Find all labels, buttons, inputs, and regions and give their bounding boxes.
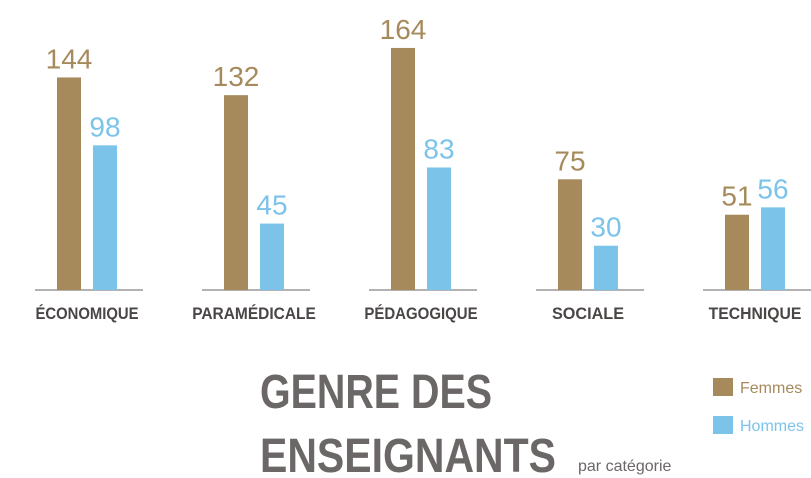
- chart-title: ENSEIGNANTS: [260, 430, 556, 478]
- value-label: 30: [590, 212, 621, 243]
- value-label: 51: [721, 181, 752, 212]
- legend-label: Hommes: [740, 418, 804, 435]
- x-tick-label: ÉCONOMIQUE: [36, 304, 139, 323]
- chart-subtitle: par catégorie: [578, 458, 671, 475]
- bar: [725, 214, 749, 290]
- legend-label: Femmes: [740, 380, 802, 397]
- bar: [224, 95, 248, 290]
- bar: [594, 245, 618, 290]
- x-tick-label: PARAMÉDICALE: [192, 304, 316, 323]
- legend-swatch: [713, 378, 733, 396]
- value-label: 75: [554, 145, 585, 176]
- bar: [558, 179, 582, 290]
- bar: [260, 223, 284, 290]
- bar: [391, 47, 415, 290]
- x-tick-label: PÉDAGOGIQUE: [364, 304, 477, 323]
- bar: [761, 207, 785, 290]
- value-label: 45: [256, 190, 287, 221]
- bar: [57, 77, 81, 291]
- value-label: 132: [213, 61, 260, 92]
- value-label: 164: [380, 14, 427, 45]
- legend-swatch: [713, 416, 733, 434]
- value-label: 56: [757, 173, 788, 204]
- chart-title: GENRE DES: [260, 366, 492, 419]
- x-tick-label: TECHNIQUE: [709, 304, 802, 323]
- value-label: 83: [423, 133, 454, 164]
- bar: [93, 145, 117, 290]
- x-tick-label: SOCIALE: [552, 304, 624, 323]
- value-label: 144: [46, 43, 93, 74]
- bar: [427, 167, 451, 290]
- value-label: 98: [89, 111, 120, 142]
